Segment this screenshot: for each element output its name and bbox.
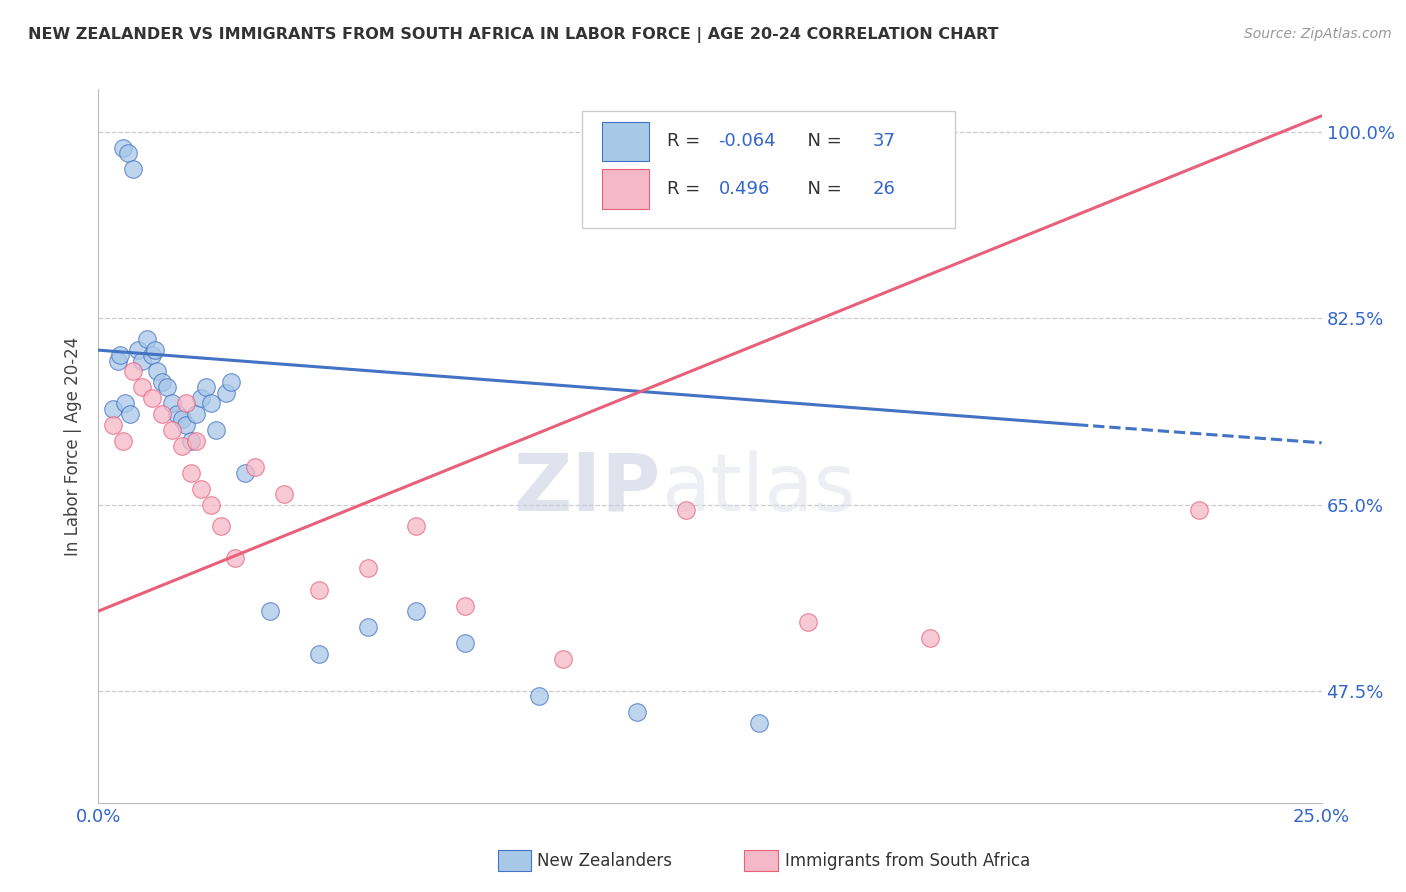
Bar: [602, 169, 650, 209]
Point: [110, 349, 132, 363]
Text: Immigrants from South Africa: Immigrants from South Africa: [785, 852, 1029, 870]
Point: [101, 417, 124, 432]
Bar: [602, 121, 650, 161]
Point: [200, 396, 222, 410]
Point: [626, 706, 648, 720]
Text: N =: N =: [796, 180, 848, 198]
Text: NEW ZEALANDER VS IMMIGRANTS FROM SOUTH AFRICA IN LABOR FORCE | AGE 20-24 CORRELA: NEW ZEALANDER VS IMMIGRANTS FROM SOUTH A…: [28, 27, 998, 43]
Point: [146, 364, 169, 378]
Point: [454, 599, 477, 613]
Point: [527, 690, 550, 704]
Point: [160, 396, 183, 410]
Point: [273, 487, 295, 501]
Text: New Zealanders: New Zealanders: [537, 852, 672, 870]
Point: [176, 396, 198, 410]
Point: [117, 146, 139, 161]
Point: [190, 391, 212, 405]
Point: [141, 391, 163, 405]
Point: [160, 423, 183, 437]
Text: R =: R =: [668, 180, 706, 198]
Point: [111, 141, 134, 155]
Point: [308, 647, 330, 661]
Point: [200, 498, 222, 512]
Point: [675, 503, 697, 517]
Point: [190, 482, 212, 496]
Point: [143, 343, 166, 358]
Text: Source: ZipAtlas.com: Source: ZipAtlas.com: [1244, 27, 1392, 41]
Point: [920, 631, 942, 645]
Point: [259, 604, 281, 618]
Point: [150, 375, 173, 389]
Point: [127, 343, 149, 358]
Point: [170, 439, 193, 453]
Point: [748, 715, 770, 730]
Point: [131, 380, 153, 394]
Point: [120, 407, 142, 421]
Point: [186, 434, 208, 448]
Point: [150, 407, 173, 421]
Point: [553, 652, 575, 666]
Point: [121, 364, 143, 378]
Point: [308, 582, 330, 597]
Point: [797, 615, 820, 629]
Text: -0.064: -0.064: [718, 132, 776, 150]
Point: [186, 407, 208, 421]
Text: N =: N =: [796, 132, 848, 150]
Point: [101, 401, 124, 416]
Point: [219, 375, 242, 389]
Point: [405, 604, 427, 618]
Point: [224, 550, 246, 565]
Y-axis label: In Labor Force | Age 20-24: In Labor Force | Age 20-24: [65, 336, 83, 556]
Point: [180, 434, 202, 448]
Text: 26: 26: [873, 180, 896, 198]
Point: [214, 385, 236, 400]
Point: [356, 561, 378, 575]
Point: [195, 380, 218, 394]
Text: atlas: atlas: [661, 450, 855, 528]
Point: [209, 519, 232, 533]
Point: [233, 466, 256, 480]
Point: [156, 380, 179, 394]
Point: [121, 162, 143, 177]
Point: [1188, 503, 1211, 517]
Text: ZIP: ZIP: [513, 450, 661, 528]
Point: [454, 636, 477, 650]
Point: [176, 417, 198, 432]
Point: [111, 434, 134, 448]
Point: [170, 412, 193, 426]
Point: [405, 519, 427, 533]
Text: 37: 37: [873, 132, 896, 150]
Point: [205, 423, 228, 437]
Point: [131, 353, 153, 368]
Point: [243, 460, 266, 475]
Text: R =: R =: [668, 132, 706, 150]
Point: [107, 353, 129, 368]
Point: [166, 407, 188, 421]
Point: [180, 466, 202, 480]
Point: [114, 396, 136, 410]
Text: 0.496: 0.496: [718, 180, 770, 198]
Point: [141, 349, 163, 363]
Point: [136, 333, 159, 347]
Point: [356, 620, 378, 634]
FancyBboxPatch shape: [582, 111, 955, 228]
